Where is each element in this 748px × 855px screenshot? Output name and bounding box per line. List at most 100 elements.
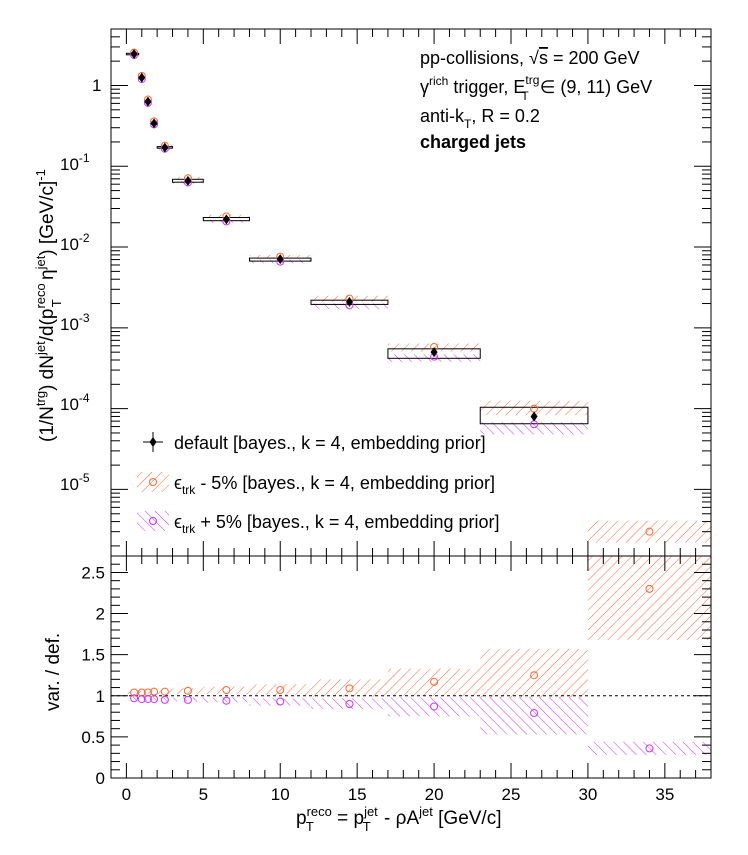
- x-tick-label: 15: [348, 785, 367, 804]
- point-default-10: [530, 411, 538, 422]
- ratio-y-tick-label: 0.5: [81, 728, 105, 747]
- ratio-frame: [110, 555, 712, 779]
- ratio-band-trk-plus-8: [311, 698, 388, 709]
- ratio-y-tick-label: 0: [96, 769, 105, 788]
- legend-entry-default: default [bayes., k = 4, embedding prior]: [143, 432, 486, 453]
- ratio-band-trk-plus-10: [480, 697, 588, 735]
- ratio-point-trk-plus-9: [430, 702, 439, 711]
- ratio-band-trk-minus-5: [172, 688, 204, 695]
- ratio-point-trk-minus-0: [130, 688, 139, 697]
- point-default-4: [161, 142, 169, 153]
- annotation-trigger: γrich trigger, Etrg T ∈ (9, 11) GeV: [420, 73, 652, 103]
- point-trk-minus-11: [645, 527, 654, 536]
- ratio-point-trk-minus-8: [345, 684, 354, 693]
- x-tick-label: 10: [271, 785, 290, 804]
- ratio-point-trk-plus-8: [345, 700, 354, 708]
- ratio-band-trk-plus-5: [172, 697, 204, 702]
- y-tick-label-1e-4: 10-4: [60, 391, 90, 414]
- top-x-ticks: [110, 29, 712, 556]
- band-trk-minus-11: [587, 520, 711, 543]
- ratio-band-trk-minus-2: [144, 690, 151, 695]
- ratio-point-trk-plus-3: [150, 695, 159, 704]
- ratio-band-trk-minus-11: [587, 556, 711, 640]
- ratio-band-trk-minus-10: [480, 648, 588, 699]
- ratio-point-trk-plus-6: [222, 696, 231, 705]
- ratio-point-trk-plus-5: [183, 695, 192, 704]
- ratio-band-trk-minus-9: [387, 668, 481, 696]
- annotation-collisions: pp-collisions, √s = 200 GeV: [420, 48, 640, 68]
- point-default-0: [130, 49, 138, 60]
- ratio-point-trk-minus-4: [160, 687, 169, 696]
- ratio-point-trk-plus-4: [160, 695, 169, 704]
- x-tick-label: 25: [502, 785, 521, 804]
- ratio-band-trk-minus-4: [157, 689, 173, 695]
- legend-label-trk-minus: ϵtrk - 5% [bayes., k = 4, embedding prio…: [174, 473, 495, 497]
- ratio-point-trk-minus-11: [645, 584, 654, 593]
- point-default-7: [276, 254, 284, 265]
- ratio-point-trk-plus-7: [276, 697, 285, 706]
- ratio-band-trk-minus-8: [311, 679, 388, 697]
- point-default-3: [150, 118, 158, 129]
- ratio-point-trk-plus-1: [137, 695, 146, 704]
- ratio-uncertainty-bands: [126, 556, 711, 755]
- box-default-10: [479, 406, 589, 425]
- legend-entry-trk-minus: ϵtrk - 5% [bayes., k = 4, embedding prio…: [137, 472, 495, 497]
- ratio-band-trk-minus-0: [126, 690, 139, 695]
- ratio-y-tick-label: 2: [96, 605, 105, 624]
- annotation-block: pp-collisions, √s = 200 GeV γrich trigge…: [420, 48, 652, 152]
- ratio-band-trk-minus-3: [151, 690, 158, 694]
- ratio-y-tick-label: 2.5: [81, 563, 105, 582]
- x-axis-title: preco T = pjet T - ρAjet [GeV/c]: [296, 804, 502, 834]
- y-tick-label-1e-5: 10-5: [60, 471, 90, 494]
- ratio-point-trk-minus-10: [530, 671, 539, 680]
- legend-label-trk-plus: ϵtrk + 5% [bayes., k = 4, embedding prio…: [174, 512, 499, 536]
- y-tick-label-1e-3: 10-3: [60, 311, 90, 334]
- legend-label-default: default [bayes., k = 4, embedding prior]: [174, 433, 486, 453]
- x-tick-label: 30: [578, 785, 597, 804]
- ratio-band-trk-plus-3: [151, 697, 158, 701]
- ratio-point-trk-minus-7: [276, 686, 285, 695]
- ratio-band-trk-plus-1: [138, 696, 145, 700]
- x-tick-label: 5: [199, 785, 208, 804]
- ratio-band-trk-plus-4: [157, 697, 173, 702]
- ratio-point-trk-plus-10: [530, 709, 539, 718]
- point-default-8: [345, 296, 353, 307]
- ratio-point-trk-plus-11: [645, 744, 654, 753]
- ratio-x-ticks: 0 5 10 15 20 25 30 35: [110, 556, 712, 804]
- top-y-axis-title: (1/Ntrg) dNjet/d(precoT ηjet) [GeV/c]-1: [33, 169, 64, 442]
- ratio-point-trk-plus-2: [143, 695, 152, 704]
- ratio-y-ticks: 0 0.5 1 1.5 2 2.5: [81, 555, 711, 788]
- point-default-5: [184, 175, 192, 186]
- legend-entry-trk-plus: ϵtrk + 5% [bayes., k = 4, embedding prio…: [137, 511, 499, 536]
- ratio-point-trk-minus-5: [183, 686, 192, 695]
- top-panel: 10-5 10-4 10-3 10-2 10-1 1 (1/Ntrg) dNje…: [33, 28, 712, 557]
- x-tick-label: 35: [655, 785, 674, 804]
- point-default-6: [222, 214, 230, 225]
- ratio-band-trk-plus-6: [203, 697, 250, 703]
- band-trk-minus-10: [480, 400, 588, 416]
- ratio-panel: 00.511.522.5 0 5 10 15 20 25 30 35 var. / def. …: [43, 555, 712, 834]
- legend-marker-trk-plus: [149, 517, 157, 525]
- x-tick-label: 0: [122, 785, 131, 804]
- ratio-band-trk-plus-2: [144, 697, 151, 701]
- point-default-1: [138, 72, 146, 83]
- x-tick-label: 20: [425, 785, 444, 804]
- top-markers: [130, 48, 654, 536]
- ratio-band-trk-plus-0: [126, 696, 139, 700]
- ratio-point-trk-plus-0: [130, 694, 139, 703]
- ratio-band-trk-plus-9: [387, 697, 481, 717]
- top-y-ticks: [111, 28, 711, 547]
- point-default-9: [430, 347, 438, 358]
- ratio-point-trk-minus-6: [222, 686, 231, 695]
- y-tick-label-1: 1: [92, 76, 101, 95]
- ratio-band-trk-minus-1: [138, 690, 145, 695]
- top-y-tick-labels: 10-5 10-4 10-3 10-2 10-1 1: [60, 76, 101, 494]
- ratio-markers: [130, 584, 654, 753]
- legend-marker-trk-minus: [149, 478, 157, 486]
- legend: default [bayes., k = 4, embedding prior]…: [137, 432, 499, 536]
- annotation-algorithm: anti-kT, R = 0.2: [420, 106, 540, 131]
- y-tick-label-1e-1: 10-1: [60, 151, 90, 174]
- ratio-y-tick-label: 1.5: [81, 646, 105, 665]
- ratio-band-trk-minus-7: [249, 684, 311, 695]
